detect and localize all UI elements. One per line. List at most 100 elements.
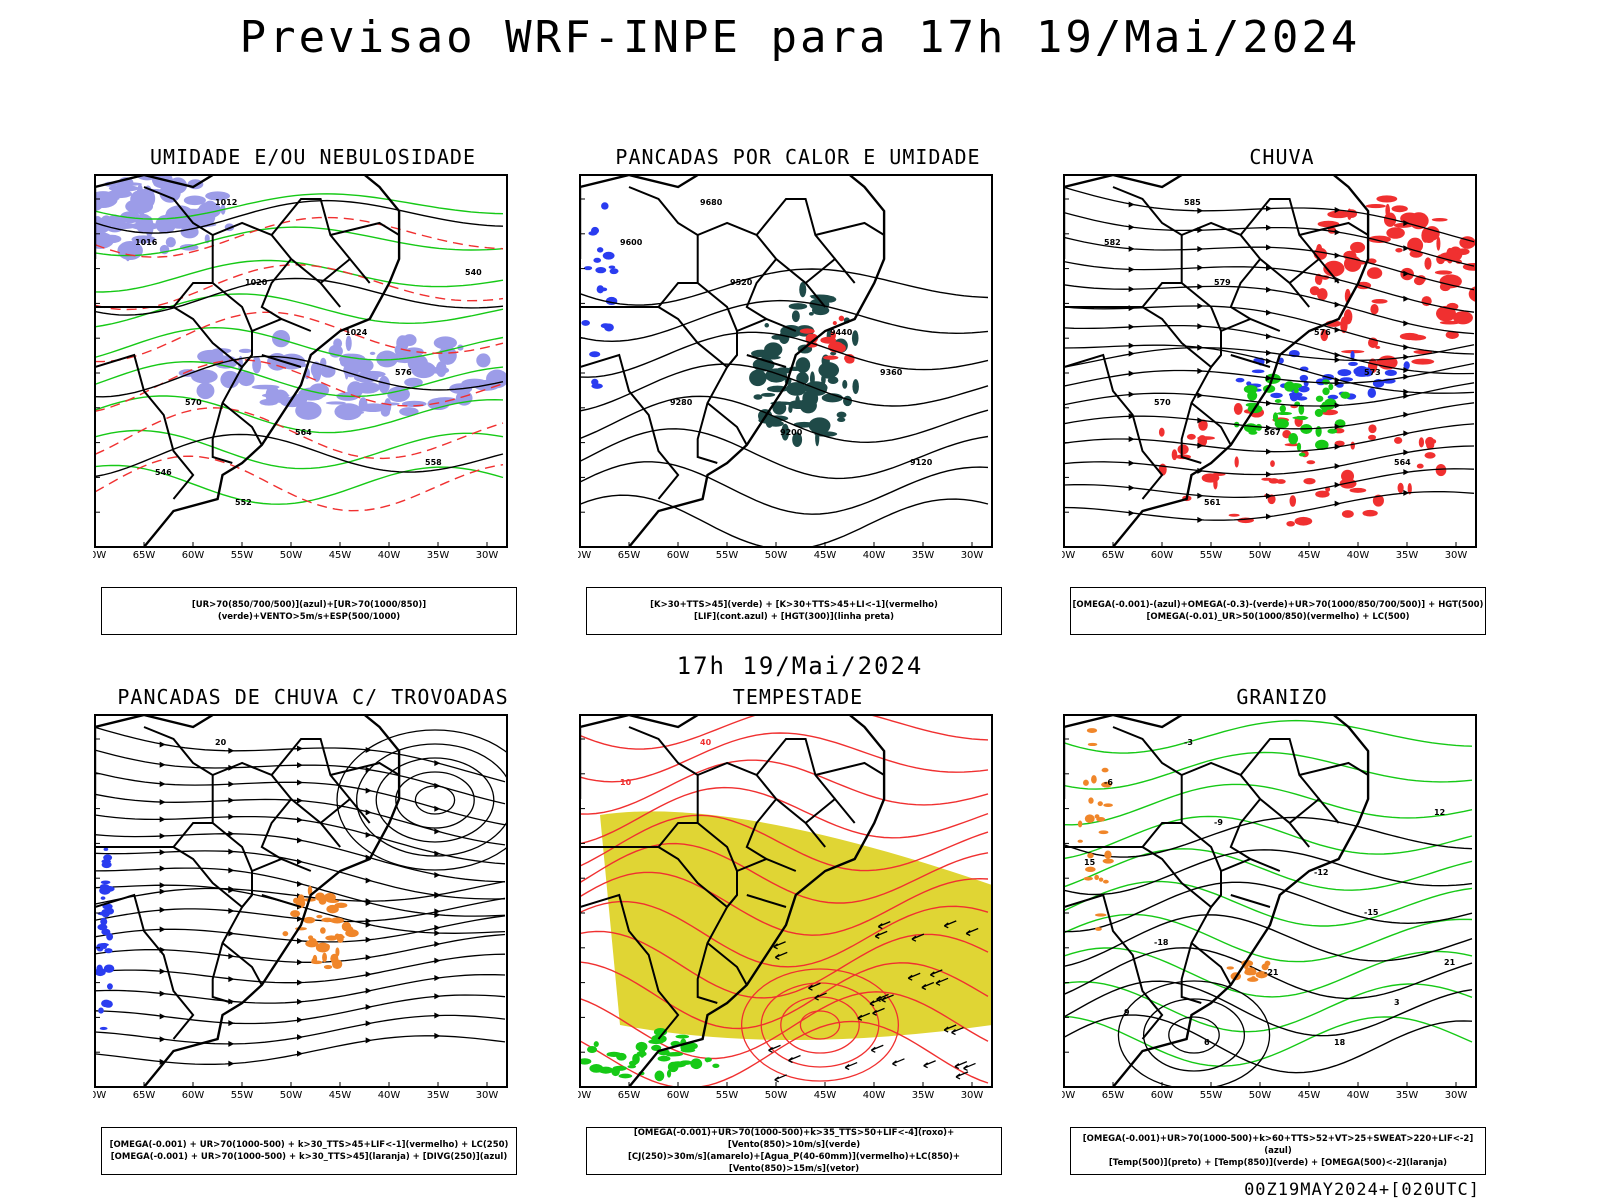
state-border <box>1064 893 1164 1040</box>
contour-label: 9680 <box>700 198 723 207</box>
humidity-contour <box>95 259 504 293</box>
instability-area <box>808 417 831 434</box>
streamline-arrow <box>1403 373 1410 380</box>
cloud-humidity-area <box>325 401 346 405</box>
wind-vector <box>788 1054 801 1064</box>
circulation-contour <box>375 757 495 843</box>
lc850-streamline <box>580 1020 989 1087</box>
lon-tick-label: 45W <box>1298 550 1321 561</box>
rain-red-area <box>1376 195 1398 203</box>
temp850-contour <box>1064 1015 1473 1067</box>
li-area <box>838 315 845 322</box>
wind-vector <box>965 927 979 937</box>
cloud-humidity-area <box>261 393 290 398</box>
streamline-arrow <box>1403 489 1410 496</box>
streamline-arrow <box>159 799 166 806</box>
state-border <box>696 354 738 464</box>
streamline-arrow <box>297 959 303 966</box>
wind850-green-area <box>684 1042 698 1050</box>
state-border <box>697 221 826 308</box>
map-plot: -3-6-9-12-15-18-213691215182112S15S18S21… <box>1062 714 1477 1101</box>
contour-label: 564 <box>295 428 312 437</box>
streamline-arrow <box>434 908 441 915</box>
streamline-arrow <box>159 1058 166 1065</box>
streamline-arrow <box>434 872 441 879</box>
state-border <box>755 738 836 800</box>
rain-red-area <box>1431 439 1437 444</box>
state-border <box>95 726 214 848</box>
temp500-contour <box>1064 1014 1473 1074</box>
lon-tick-label: 60W <box>1151 550 1174 561</box>
lon-tick-label: 65W <box>618 1090 641 1101</box>
temp500-contour <box>1064 849 1473 896</box>
coastline <box>580 715 886 1087</box>
coastline <box>580 175 886 547</box>
lc250-streamline <box>95 1035 506 1065</box>
rain-red-area <box>1439 274 1462 289</box>
streamline-arrow <box>228 813 235 820</box>
cloud-humidity-area <box>95 191 118 209</box>
lon-tick-label: 70W <box>1062 1090 1075 1101</box>
rain-red-area <box>1286 520 1295 527</box>
divergence-blue-area <box>101 861 112 869</box>
temp500-contour <box>1064 816 1473 858</box>
streamline-arrow <box>297 1050 303 1057</box>
streamline-arrow <box>434 1032 441 1039</box>
omega-green-area <box>1322 387 1330 396</box>
instability-area <box>852 379 859 395</box>
omega500-orange-area <box>1097 801 1103 807</box>
state-border <box>706 942 748 986</box>
wind-vector <box>808 982 821 991</box>
instability-area <box>802 390 819 407</box>
panel-umidade: UMIDADE E/OU NEBULOSIDADE 1012 1016 1020 102… <box>93 145 533 635</box>
streamline-arrow <box>1403 270 1410 277</box>
legend-line: [K>30+TTS>45](verde) + [K>30+TTS>45+LI<-… <box>650 600 938 610</box>
streamline-arrow <box>365 898 372 905</box>
instability-area <box>788 303 808 310</box>
temp500-contour <box>1117 980 1271 1087</box>
state-border <box>755 198 836 260</box>
streamline-arrow <box>228 907 235 914</box>
rain-red-area <box>1424 257 1432 270</box>
rain-red-area <box>1424 452 1436 459</box>
streamline-arrow <box>297 979 303 986</box>
instability-area <box>768 420 784 427</box>
state-border <box>736 317 797 332</box>
state-border <box>1220 857 1281 872</box>
omega500-orange-area <box>1094 913 1107 917</box>
lon-tick-label: 50W <box>1249 550 1272 561</box>
instability-area <box>779 331 790 344</box>
instability-area <box>827 376 839 385</box>
contour-label: 18 <box>1334 1038 1346 1047</box>
humidity-contour <box>95 464 504 505</box>
streamline-arrow <box>1197 392 1204 399</box>
thunder-orange-area <box>308 935 314 940</box>
rain-red-area <box>1350 441 1355 450</box>
streamline-arrow <box>159 780 166 787</box>
rain-red-area <box>1171 449 1178 461</box>
divergence-blue-area <box>95 968 106 977</box>
state-border <box>1229 798 1261 860</box>
omega500-orange-area <box>1096 816 1106 822</box>
wind-vector <box>774 1074 787 1083</box>
streamline-arrow <box>159 926 166 933</box>
state-border <box>330 221 400 236</box>
instability-area <box>791 310 800 323</box>
streamline-arrow <box>159 865 166 872</box>
omega-green-area <box>1298 404 1305 415</box>
state-border <box>745 258 777 320</box>
lon-tick-label: 30W <box>1445 1090 1468 1101</box>
lon-tick-label: 30W <box>1445 550 1468 561</box>
lc850-streamline <box>580 732 989 783</box>
streamline-arrow <box>1128 510 1135 517</box>
instability-area <box>843 395 853 407</box>
lon-tick-label: 70W <box>1062 550 1075 561</box>
state-border <box>746 354 787 368</box>
cloud-humidity-area <box>252 356 262 374</box>
rain-red-area <box>1233 402 1243 415</box>
wind-vector <box>929 969 943 978</box>
state-border <box>580 353 680 500</box>
instability-area <box>808 312 814 316</box>
rain-red-area <box>1395 248 1403 253</box>
lon-tick-label: 55W <box>231 550 254 561</box>
